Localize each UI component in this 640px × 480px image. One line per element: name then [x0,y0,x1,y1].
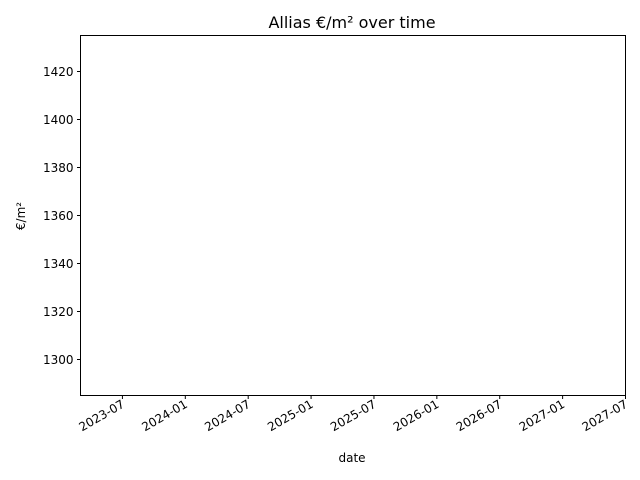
y-axis-label: €/m² [14,202,28,230]
y-tick-label: 1320 [43,305,74,319]
y-tick-label: 1400 [43,113,74,127]
chart-title: Allias €/m² over time [268,13,435,32]
y-tick-label: 1380 [43,161,74,175]
y-tick-label: 1300 [43,353,74,367]
y-tick-label: 1340 [43,257,74,271]
y-axis: 1300 1320 1340 1360 1380 1400 1420 [43,65,81,367]
y-tick-label: 1360 [43,209,74,223]
x-axis-label: date [338,451,365,465]
y-tick-label: 1420 [43,65,74,79]
